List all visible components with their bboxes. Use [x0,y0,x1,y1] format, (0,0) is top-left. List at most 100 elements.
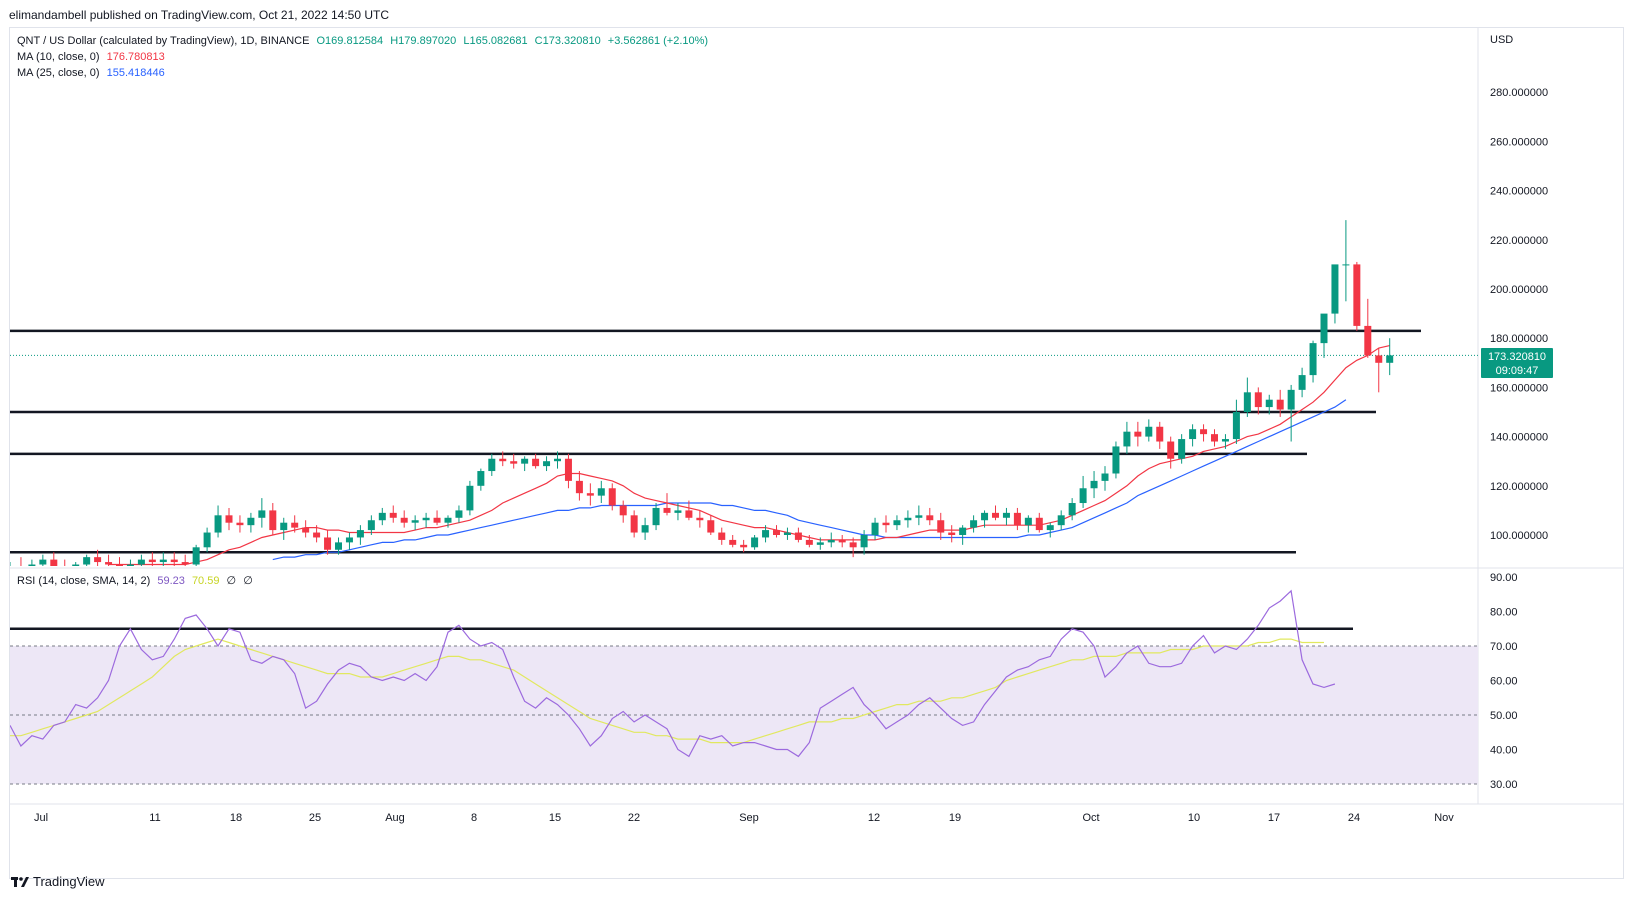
ohlc-close: C173.320810 [534,35,601,47]
rsi-tick-label: 40.00 [1490,745,1518,757]
candle-body [137,559,145,565]
candle-body [1298,375,1306,390]
candle-body [740,544,748,548]
footer-brand-text: TradingView [33,874,105,889]
candle-body [302,527,310,533]
candle-body [455,510,463,518]
candle-body [378,512,386,521]
ohlc-open: O169.812584 [316,35,384,47]
candle-body [116,564,123,566]
ma25-label: MA (25, close, 0) [17,67,100,79]
time-tick-label: Oct [1082,812,1099,824]
candle-body [1232,412,1240,440]
rsi-tick-label: 70.00 [1490,641,1518,653]
time-tick-label: 17 [1268,812,1280,824]
candle-body [1178,439,1186,459]
candle-body [521,458,529,464]
candle-body [1101,473,1109,481]
ma10-legend: MA (10, close, 0) 176.780813 [17,49,169,65]
candle-body [280,522,288,531]
ma25-line [272,399,1347,561]
candle-body [1068,503,1076,516]
candle-body [291,522,299,528]
rsi-value: 59.23 [157,575,185,587]
candle-body [83,557,91,565]
candle-body [586,493,594,496]
ma25-value: 155.418446 [106,67,165,79]
candle-body [674,510,682,513]
candle-body [181,562,189,565]
symbol-title: QNT / US Dollar (calculated by TradingVi… [17,35,310,47]
candle-body [762,530,770,538]
ma10-label: MA (10, close, 0) [17,51,100,63]
candle-body [1134,431,1142,437]
candle-body [1287,389,1295,410]
candle-body [170,559,178,563]
candle-body [619,505,627,516]
candle-body [564,458,572,481]
candle-body [499,458,507,462]
candle-body [1046,525,1054,531]
price-pane [10,220,1478,566]
candle-body [860,535,868,548]
candle-body [1189,429,1197,440]
price-tick-label: 100.000000 [1490,530,1548,542]
time-tick-label: 19 [949,812,961,824]
rsi-tick-label: 50.00 [1490,710,1518,722]
candle-body [324,537,332,550]
candle-body [236,522,244,526]
time-tick-label: 12 [868,812,880,824]
candle-body [641,525,649,533]
candle-body [543,461,551,467]
candle-body [313,532,321,538]
candle-body [1386,355,1394,363]
time-tick-label: 25 [309,812,321,824]
candle-body [992,512,999,518]
candle-body [685,510,693,518]
candle-body [827,539,835,543]
candle-body [367,520,375,531]
time-tick-label: 22 [628,812,640,824]
time-tick-label: 8 [471,812,477,824]
candle-body [707,520,715,533]
last-price-value: 173.320810 [1487,351,1547,363]
time-tick-label: Sep [739,812,759,824]
candle-body [773,530,780,535]
candle-body [488,458,496,472]
candle-body [225,515,233,523]
candle-body [532,458,540,467]
candle-body [203,532,211,548]
time-tick-label: Jul [34,812,48,824]
candle-body [1035,517,1043,531]
candle-body [718,532,726,540]
rsi-tick-label: 60.00 [1490,676,1518,688]
candle-body [477,471,485,486]
candle-body [652,507,660,526]
candle-body [1013,512,1021,526]
price-tick-label: 140.000000 [1490,432,1548,444]
time-tick-label: 15 [549,812,561,824]
rsi-label: RSI (14, close, SMA, 14, 2) [17,575,151,587]
candle-body [192,547,200,565]
price-tick-label: 120.000000 [1490,481,1548,493]
candle-body [1254,392,1262,408]
candle-body [400,517,408,523]
candle-body [444,517,452,523]
candle-body [1243,392,1251,412]
candle-body [1331,264,1339,314]
candle-body [466,485,474,511]
ohlc-high: H179.897020 [390,35,457,47]
candle-body [1309,343,1317,376]
candle-body [389,512,397,518]
symbol-legend: QNT / US Dollar (calculated by TradingVi… [17,33,712,49]
candle-body [816,542,824,545]
candle-body [148,559,156,563]
candle-body [1221,439,1229,442]
candle-body [871,522,879,535]
candle-body [904,517,912,521]
candle-body [1123,431,1131,447]
candle-body [39,559,47,565]
price-tick-label: 180.000000 [1490,333,1548,345]
candle-body [335,542,342,550]
